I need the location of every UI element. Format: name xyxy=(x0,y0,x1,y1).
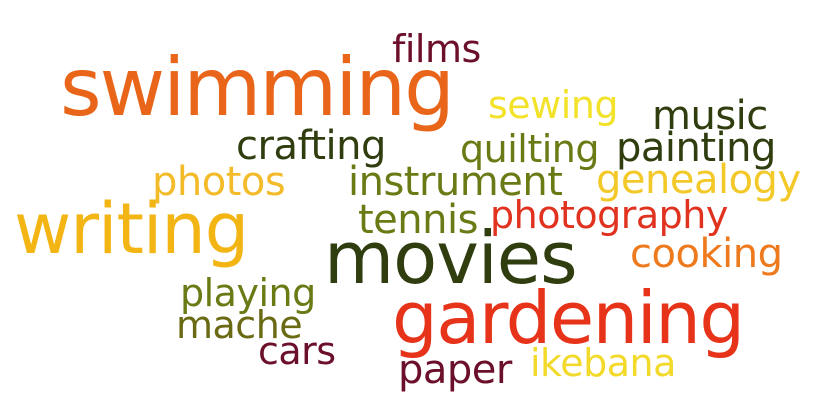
word-cooking: cooking xyxy=(630,231,783,277)
word-writing: writing xyxy=(14,188,249,270)
word-crafting: crafting xyxy=(236,123,386,169)
word-quilting: quilting xyxy=(460,127,599,171)
word-sewing: sewing xyxy=(488,83,619,127)
word-tennis: tennis xyxy=(358,197,478,243)
word-ikebana: ikebana xyxy=(530,341,676,385)
word-cars: cars xyxy=(258,329,336,373)
word-mache: mache xyxy=(176,303,303,347)
word-music: music xyxy=(652,93,768,139)
word-swimming: swimming xyxy=(60,41,455,134)
word-painting: painting xyxy=(616,125,776,171)
word-films: films xyxy=(392,27,481,71)
word-movies: movies xyxy=(324,216,578,300)
word-gardening: gardening xyxy=(392,276,745,360)
word-photos: photos xyxy=(152,159,286,205)
word-playing: playing xyxy=(180,271,316,315)
word-instrument: instrument xyxy=(348,159,563,205)
word-paper: paper xyxy=(398,347,512,393)
word-photography: photography xyxy=(490,193,728,237)
word-genealogy: genealogy xyxy=(596,157,801,203)
